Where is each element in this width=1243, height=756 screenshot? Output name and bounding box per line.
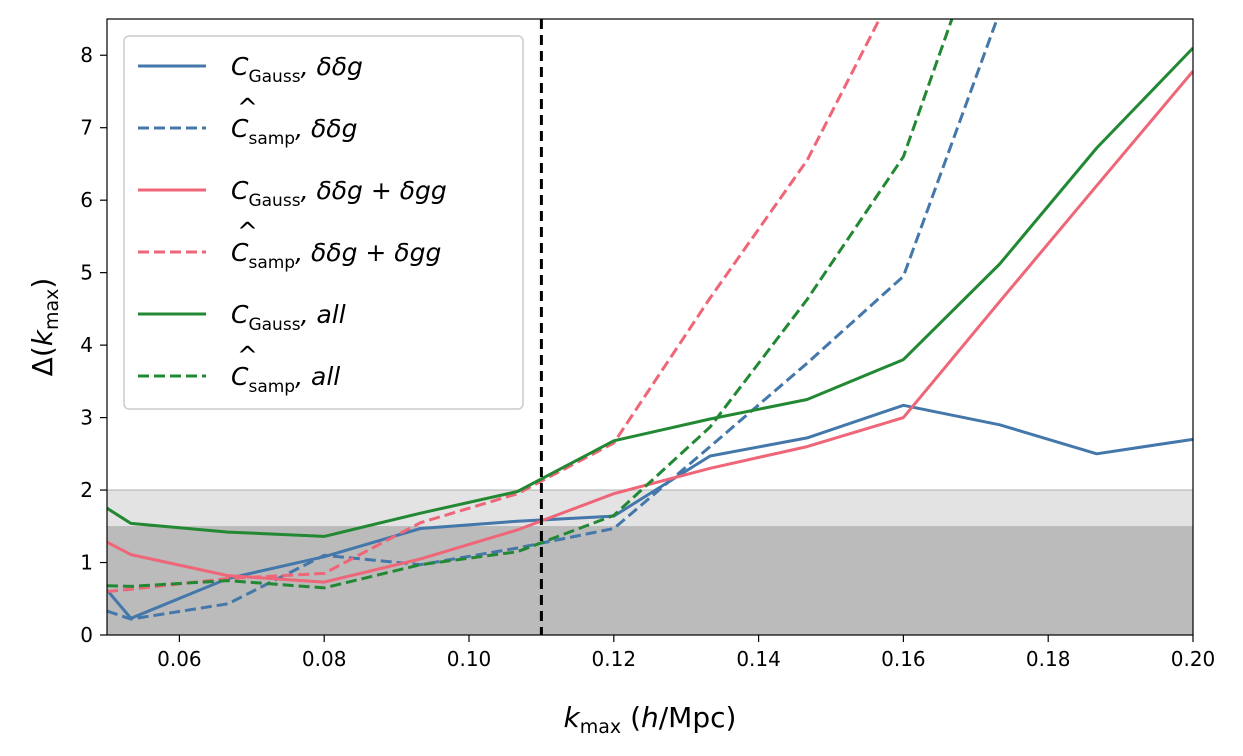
y-axis-ticks: 0 1 2 3 4 5 6 7 8	[80, 43, 107, 647]
shaded-band-1	[107, 490, 1193, 527]
x-axis-label: kmax (h/Mpc)	[564, 701, 737, 738]
series-layer	[107, 19, 1193, 621]
legend-box	[123, 35, 524, 410]
legend-label-1: Csamp, δδg	[231, 114, 357, 149]
legend-label-2: CGauss, δδg + δgg	[231, 176, 447, 211]
x-tick-label: 0.06	[157, 647, 202, 671]
x-tick-label: 0.12	[592, 647, 637, 671]
shaded-bands	[107, 489, 1193, 635]
x-tick-label: 0.08	[302, 647, 347, 671]
legend-label-0: CGauss, δδg	[231, 52, 363, 87]
y-tick-label: 3	[80, 406, 93, 430]
series-line-1	[107, 19, 999, 621]
x-tick-label: 0.10	[447, 647, 492, 671]
series-line-5	[107, 19, 954, 590]
x-axis-ticks: 0.06 0.08 0.10 0.12 0.14 0.16 0.18 0.20	[157, 635, 1215, 671]
legend-hat-3: ^	[237, 217, 258, 246]
y-tick-label: 1	[80, 551, 93, 575]
y-tick-label: 0	[80, 623, 93, 647]
x-tick-label: 0.14	[736, 647, 781, 671]
y-axis-label: Δ(kmax)	[26, 278, 63, 377]
series-line-4	[107, 46, 1193, 538]
plot-frame	[106, 18, 1194, 636]
legend-hat-1: ^	[237, 93, 258, 122]
y-tick-label: 5	[80, 261, 93, 285]
legend-label-5: Csamp, all	[231, 362, 340, 397]
series-line-2	[107, 70, 1193, 584]
x-tick-label: 0.16	[881, 647, 926, 671]
y-tick-label: 6	[80, 188, 93, 212]
shaded-band-0	[107, 526, 1193, 635]
y-tick-label: 7	[80, 116, 93, 140]
y-tick-label: 2	[80, 478, 93, 502]
y-tick-label: 4	[80, 333, 93, 357]
x-tick-label: 0.18	[1026, 647, 1071, 671]
legend-hat-5: ^	[237, 341, 258, 370]
y-tick-label: 8	[80, 43, 93, 67]
x-tick-label: 0.20	[1171, 647, 1216, 671]
legend-label-4: CGauss, all	[231, 300, 346, 335]
legend-label-3: Csamp, δδg + δgg	[231, 238, 441, 273]
